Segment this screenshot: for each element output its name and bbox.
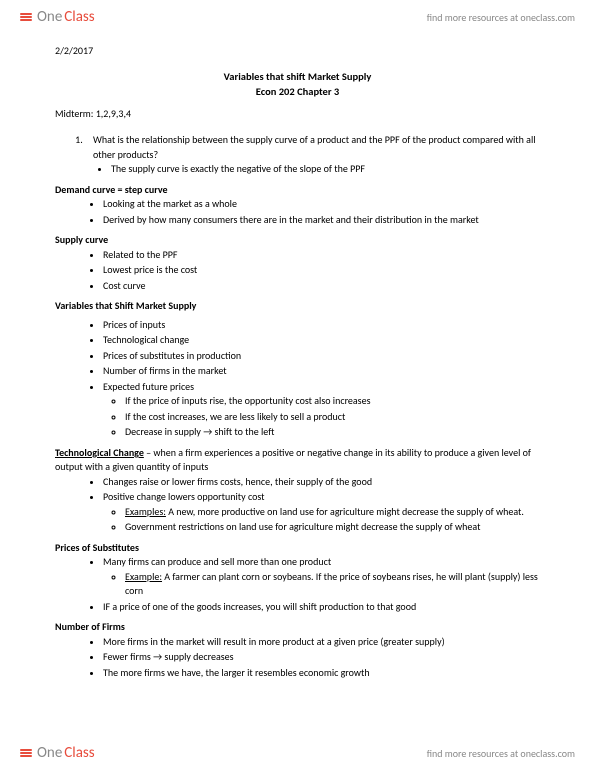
logo-text-class: Class <box>64 8 94 26</box>
subs-b1-text: Many firms can produce and sell more tha… <box>103 555 331 568</box>
supply-heading: Supply curve <box>55 233 540 248</box>
supply-b1: Related to the PPF <box>103 248 540 263</box>
footer-logo: OneClass <box>20 744 95 762</box>
shift-b3: Prices of substitutes in production <box>103 349 540 364</box>
tech-b2: Positive change lowers opportunity cost … <box>103 490 540 535</box>
tech-para: Technological Change – when a firm exper… <box>55 446 540 475</box>
shift-b1: Prices of inputs <box>103 318 540 333</box>
question-list: What is the relationship between the sup… <box>85 133 540 177</box>
subs-s1-text: A farmer can plant corn or soybeans. If … <box>125 570 538 598</box>
tech-section: Technological Change – when a firm exper… <box>55 446 540 535</box>
firms-b1: More firms in the market will result in … <box>103 635 540 650</box>
footer-logo-icon <box>20 749 32 757</box>
demand-section: Demand curve = step curve Looking at the… <box>55 183 540 228</box>
supply-b2: Lowest price is the cost <box>103 263 540 278</box>
shift-s3: Decrease in supply → shift to the left <box>125 425 540 440</box>
logo-text-one: One <box>37 8 62 26</box>
shift-b5: Expected future prices If the price of i… <box>103 380 540 440</box>
demand-b2: Derived by how many consumers there are … <box>103 213 540 228</box>
subs-s1-label: Example: <box>125 570 162 583</box>
demand-heading: Demand curve = step curve <box>55 183 540 198</box>
footer-logo-one: One <box>37 744 62 762</box>
title-main: Variables that shift Market Supply <box>55 69 540 84</box>
footer-bar: OneClass find more resources at oneclass… <box>0 736 595 770</box>
title-block: Variables that shift Market Supply Econ … <box>55 69 540 99</box>
shift-b4: Number of firms in the market <box>103 364 540 379</box>
firms-section: Number of Firms More firms in the market… <box>55 620 540 680</box>
midterm-line: Midterm: 1,2,9,3,4 <box>55 107 540 122</box>
logo-icon <box>20 13 32 21</box>
header-bar: OneClass find more resources at oneclass… <box>0 0 595 34</box>
shift-section: Variables that Shift Market Supply Price… <box>55 299 540 440</box>
tech-heading: Technological Change <box>55 446 144 459</box>
supply-section: Supply curve Related to the PPF Lowest p… <box>55 233 540 293</box>
question-1-text: What is the relationship between the sup… <box>93 133 536 161</box>
logo: OneClass <box>20 8 95 26</box>
question-1: What is the relationship between the sup… <box>85 133 540 177</box>
subs-s1: Example: A farmer can plant corn or soyb… <box>125 570 540 599</box>
title-sub: Econ 202 Chapter 3 <box>55 84 540 99</box>
shift-heading: Variables that Shift Market Supply <box>55 299 540 314</box>
document-body: 2/2/2017 Variables that shift Market Sup… <box>0 34 595 726</box>
demand-b1: Looking at the market as a whole <box>103 197 540 212</box>
subs-b1: Many firms can produce and sell more tha… <box>103 555 540 599</box>
tech-s1: Examples: A new, more productive on land… <box>125 505 540 520</box>
shift-b2: Technological change <box>103 333 540 348</box>
question-1-answer: The supply curve is exactly the negative… <box>111 162 540 177</box>
tech-b2-text: Positive change lowers opportunity cost <box>103 490 265 503</box>
tech-s1-label: Examples: <box>125 505 166 518</box>
date: 2/2/2017 <box>55 44 540 59</box>
header-tagline: find more resources at oneclass.com <box>427 11 575 24</box>
supply-b3: Cost curve <box>103 279 540 294</box>
shift-b5-text: Expected future prices <box>103 380 194 393</box>
tech-s2: Government restrictions on land use for … <box>125 520 540 535</box>
footer-tagline: find more resources at oneclass.com <box>427 747 575 760</box>
firms-b3: The more firms we have, the larger it re… <box>103 666 540 681</box>
footer-logo-class: Class <box>64 744 94 762</box>
firms-b2: Fewer firms → supply decreases <box>103 650 540 665</box>
shift-s2: If the cost increases, we are less likel… <box>125 410 540 425</box>
firms-heading: Number of Firms <box>55 620 540 635</box>
tech-b1: Changes raise or lower firms costs, henc… <box>103 475 540 490</box>
subs-heading: Prices of Substitutes <box>55 541 540 556</box>
shift-s1: If the price of inputs rise, the opportu… <box>125 394 540 409</box>
tech-s1-text: A new, more productive on land use for a… <box>166 505 524 518</box>
subs-b2: IF a price of one of the goods increases… <box>103 600 540 615</box>
subs-section: Prices of Substitutes Many firms can pro… <box>55 541 540 615</box>
